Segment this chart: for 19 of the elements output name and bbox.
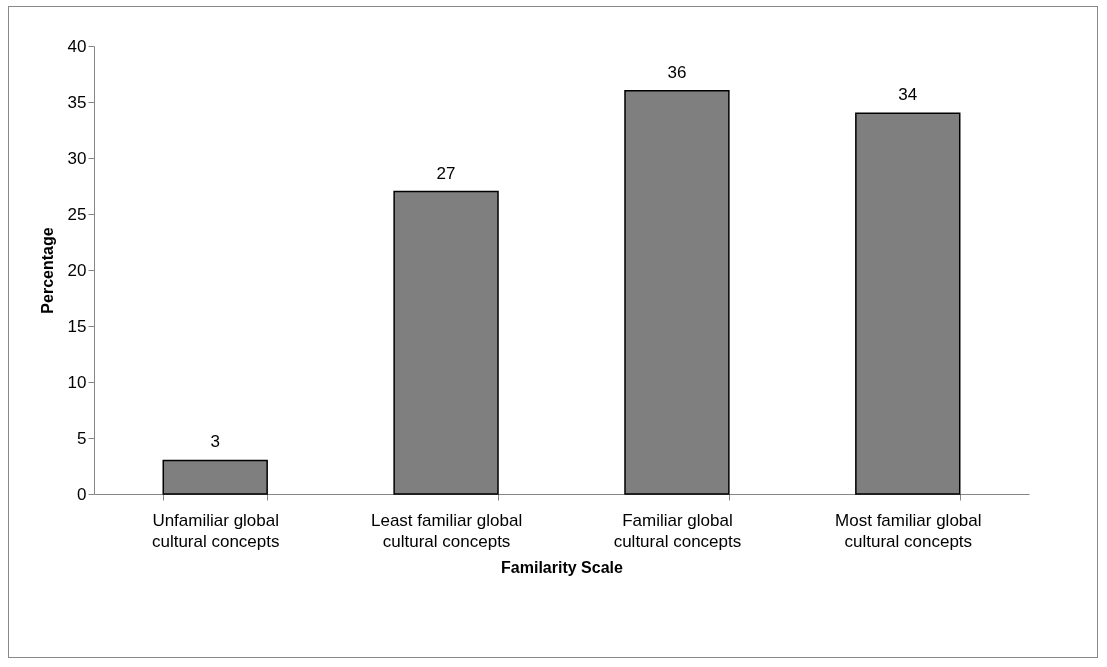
y-tick-label: 40 [67,36,87,56]
y-tick-label: 5 [77,428,87,448]
data-label: 3 [210,432,220,452]
data-label: 27 [436,163,456,183]
x-tick-label: Least familiar global cultural concepts [370,510,523,551]
y-tick-label: 15 [67,316,87,336]
y-tick-label: 0 [77,484,87,504]
y-tick-label: 30 [67,148,87,168]
y-tick-label: 35 [67,92,87,112]
x-tick-label: Most familiar global cultural concepts [835,510,982,551]
y-tick-label: 10 [67,372,87,392]
x-tick-label: Unfamiliar global cultural concepts [151,510,280,551]
x-axis-title: Familarity Scale [501,558,624,576]
y-tick-label: 20 [67,260,87,280]
y-axis-title: Percentage [38,227,56,314]
data-label: 34 [898,85,918,105]
x-tick-label: Familiar global cultural concepts [613,510,742,551]
y-tick-label: 25 [67,204,87,224]
data-label: 36 [667,62,687,82]
